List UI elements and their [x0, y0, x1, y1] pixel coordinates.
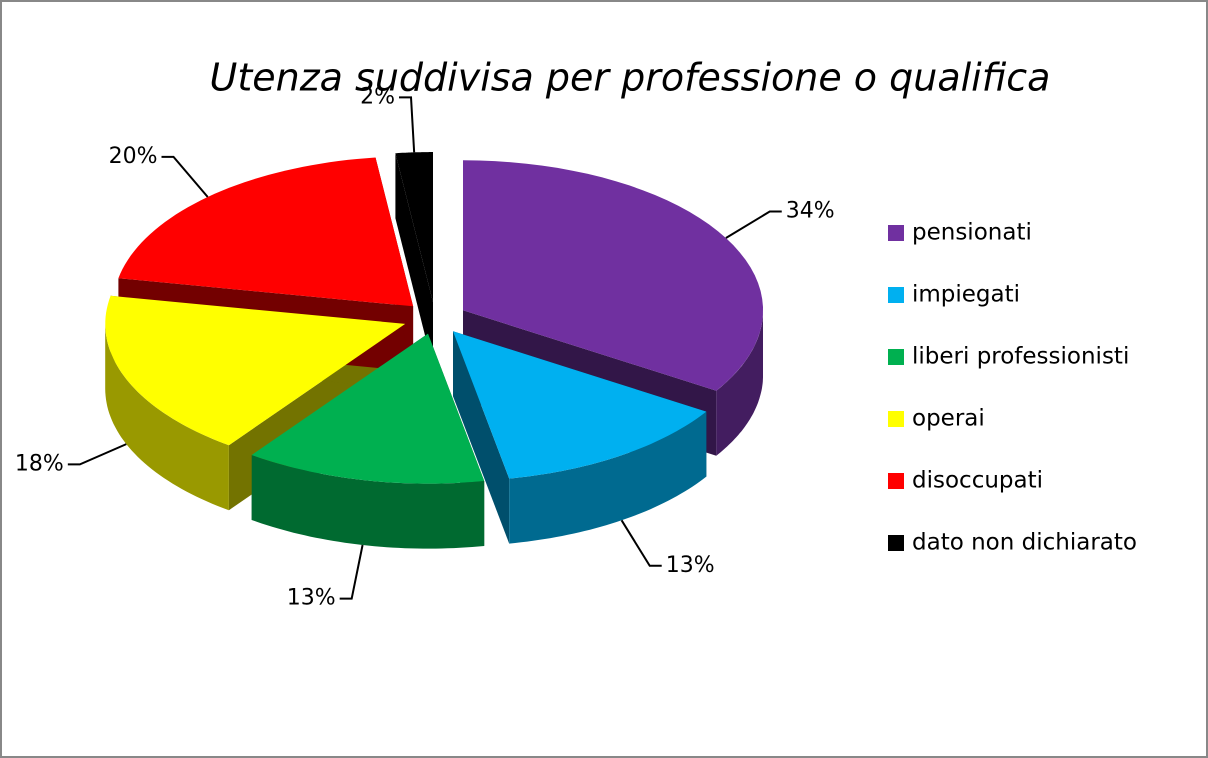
slice-wall	[105, 323, 229, 511]
legend-label: impiegati	[912, 282, 1020, 308]
leader-line	[620, 519, 662, 567]
slice	[105, 295, 406, 446]
slice	[251, 333, 485, 484]
slice-wall	[716, 310, 763, 456]
legend-label: disoccupati	[912, 468, 1043, 494]
data-label: 13%	[287, 586, 336, 611]
leader-line	[161, 155, 209, 198]
leader-line	[725, 210, 782, 239]
slice-wall	[509, 411, 707, 544]
slice	[118, 157, 414, 307]
legend-swatch	[888, 473, 904, 489]
legend-swatch	[888, 535, 904, 551]
data-label: 2%	[360, 84, 395, 109]
legend-label: dato non dichiarato	[912, 530, 1137, 556]
legend-label: liberi professionisti	[912, 344, 1129, 370]
leader-line	[339, 544, 364, 600]
leader-line	[67, 443, 127, 466]
slice-wall	[251, 455, 485, 549]
data-label: 13%	[666, 553, 715, 578]
legend-swatch	[888, 287, 904, 303]
slice-side	[453, 331, 510, 544]
chart-title: Utenza suddivisa per professione o quali…	[210, 56, 1051, 100]
data-label: 20%	[109, 144, 158, 169]
legend-swatch	[888, 411, 904, 427]
slice	[453, 331, 707, 479]
data-label: 18%	[15, 451, 64, 476]
legend-swatch	[888, 225, 904, 241]
data-label: 34%	[786, 199, 835, 224]
legend-label: pensionati	[912, 220, 1032, 246]
slice-side	[395, 153, 433, 367]
slice	[463, 160, 763, 391]
slice	[395, 152, 433, 302]
leader-line	[399, 96, 416, 153]
legend-swatch	[888, 349, 904, 365]
legend-label: operai	[912, 406, 985, 432]
